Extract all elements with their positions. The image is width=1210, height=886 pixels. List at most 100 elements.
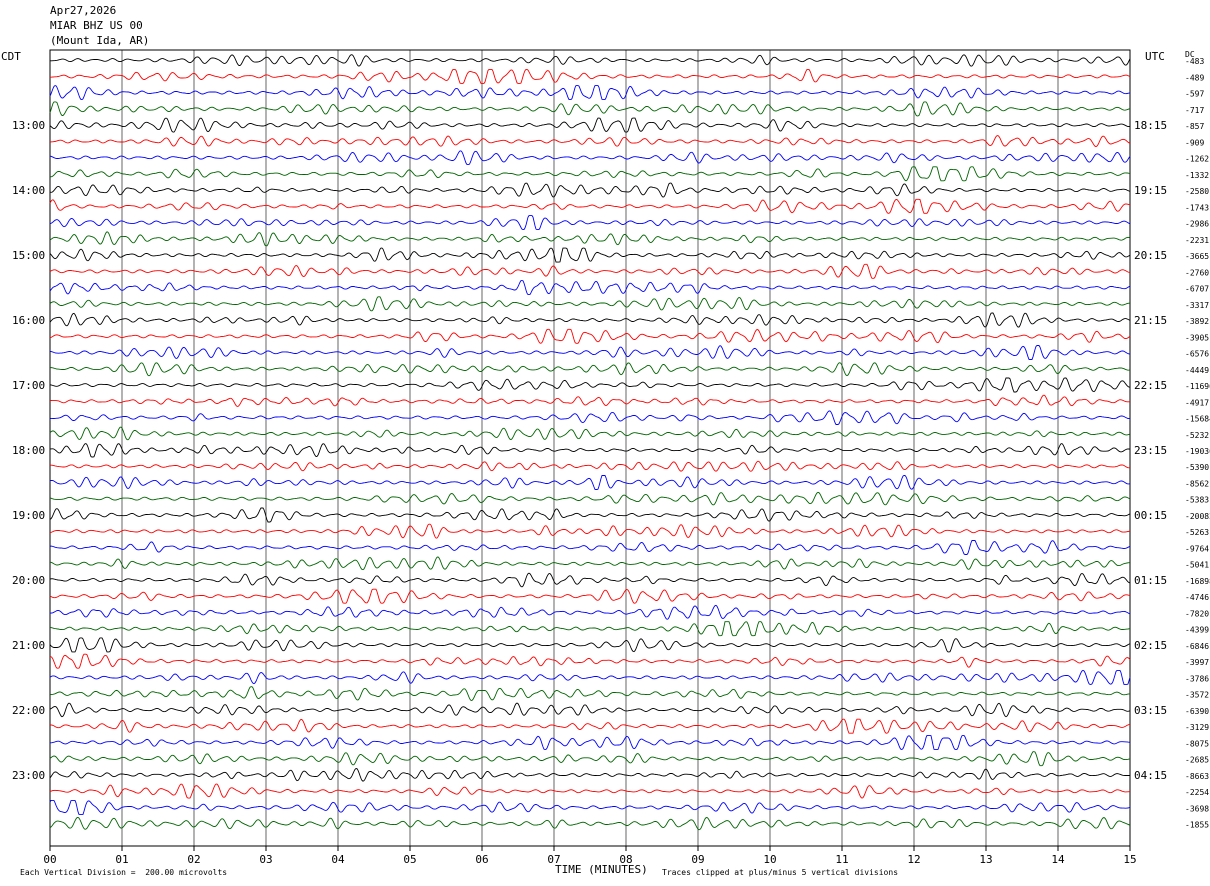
- dc-offset-27: -8562: [1185, 479, 1209, 488]
- dc-offset-39: -3786: [1185, 674, 1209, 683]
- trace-17: [49, 312, 1131, 328]
- dc-offset-32: -5041: [1185, 561, 1209, 570]
- dc-offset-22: -4917: [1185, 398, 1209, 407]
- dc-offset-2: -489: [1185, 73, 1204, 82]
- trace-27: [49, 475, 1131, 490]
- dc-offset-38: -3997: [1185, 658, 1209, 667]
- trace-41: [49, 702, 1131, 718]
- x-tick-label-07: 07: [547, 853, 560, 866]
- trace-4: [49, 101, 1131, 117]
- trace-40: [50, 686, 1131, 701]
- x-tick-label-02: 02: [187, 853, 200, 866]
- dc-offset-12: -2231: [1185, 236, 1209, 245]
- trace-31: [49, 540, 1131, 555]
- trace-39: [49, 669, 1131, 685]
- dc-offset-45: -8663: [1185, 772, 1209, 781]
- dc-offset-41: -6390: [1185, 707, 1209, 716]
- left-timezone-label: CDT: [1, 50, 21, 63]
- dc-offset-26: -5390: [1185, 463, 1209, 472]
- left-hour-label-10: 22:00: [12, 704, 45, 717]
- trace-24: [49, 426, 1131, 441]
- dc-offset-35: -7820: [1185, 609, 1209, 618]
- dc-offset-15: -6707: [1185, 285, 1209, 294]
- trace-35: [50, 604, 1131, 620]
- dc-offset-18: -3905: [1185, 333, 1209, 342]
- x-tick-label-15: 15: [1123, 853, 1136, 866]
- trace-14: [49, 263, 1131, 279]
- dc-offset-43: -8075: [1185, 739, 1209, 748]
- dc-offset-3: -597: [1185, 90, 1204, 99]
- left-hour-label-7: 19:00: [12, 509, 45, 522]
- x-tick-label-01: 01: [115, 853, 128, 866]
- x-tick-label-13: 13: [979, 853, 992, 866]
- right-hour-label-3: 20:15: [1134, 249, 1167, 262]
- trace-34: [49, 588, 1131, 604]
- right-hour-label-5: 22:15: [1134, 379, 1167, 392]
- trace-29: [49, 507, 1131, 523]
- trace-18: [49, 328, 1131, 344]
- trace-46: [49, 783, 1131, 799]
- trace-6: [49, 135, 1131, 148]
- trace-25: [49, 443, 1131, 458]
- dc-offset-5: -857: [1185, 122, 1204, 131]
- left-hour-label-11: 23:00: [12, 769, 45, 782]
- right-hour-label-10: 03:15: [1134, 704, 1167, 717]
- right-timezone-label: UTC: [1145, 50, 1165, 63]
- dc-offset-4: -717: [1185, 106, 1204, 115]
- dc-offset-34: -4746: [1185, 593, 1209, 602]
- x-axis-title: TIME (MINUTES): [555, 863, 648, 876]
- trace-30: [49, 523, 1131, 539]
- dc-offset-17: -3892: [1185, 317, 1209, 326]
- dc-offset-42: -3129: [1185, 723, 1209, 732]
- clip-note: Traces clipped at plus/minus 5 vertical …: [662, 868, 899, 877]
- x-tick-label-12: 12: [907, 853, 920, 866]
- trace-48: [49, 816, 1131, 831]
- trace-47: [49, 799, 1131, 815]
- x-tick-label-10: 10: [763, 853, 776, 866]
- x-tick-label-00: 00: [43, 853, 56, 866]
- header-station: MIAR BHZ US 00: [50, 19, 143, 32]
- trace-43: [49, 734, 1131, 750]
- x-tick-label-06: 06: [475, 853, 488, 866]
- dc-offset-24: -5232: [1185, 431, 1209, 440]
- right-hour-label-8: 01:15: [1134, 574, 1167, 587]
- dc-offset-44: -2685: [1185, 756, 1209, 765]
- dc-offset-33: -16898: [1185, 577, 1210, 586]
- trace-8: [49, 166, 1131, 182]
- dc-offset-1: -483: [1185, 57, 1204, 66]
- dc-offset-46: -2254: [1185, 788, 1209, 797]
- trace-2: [49, 68, 1131, 84]
- left-hour-label-6: 18:00: [12, 444, 45, 457]
- dc-offset-8: -1332: [1185, 171, 1209, 180]
- dc-label: DC: [1185, 50, 1195, 59]
- dc-offset-40: -3572: [1185, 691, 1209, 700]
- right-hour-label-7: 00:15: [1134, 509, 1167, 522]
- right-hour-label-1: 18:15: [1134, 119, 1167, 132]
- trace-19: [49, 345, 1131, 360]
- dc-offset-30: -5263: [1185, 528, 1209, 537]
- dc-offset-16: -3317: [1185, 301, 1209, 310]
- right-hour-label-2: 19:15: [1134, 184, 1167, 197]
- trace-12: [49, 231, 1131, 247]
- right-hour-label-9: 02:15: [1134, 639, 1167, 652]
- x-tick-label-05: 05: [403, 853, 416, 866]
- right-hour-label-4: 21:15: [1134, 314, 1167, 327]
- dc-offset-11: -2986: [1185, 220, 1209, 229]
- trace-28: [49, 491, 1131, 506]
- trace-16: [49, 296, 1131, 312]
- trace-26: [49, 460, 1131, 472]
- x-tick-label-03: 03: [259, 853, 272, 866]
- header-location: (Mount Ida, AR): [50, 34, 150, 47]
- trace-21: [49, 377, 1131, 393]
- dc-offset-48: -1855: [1185, 821, 1209, 830]
- trace-1: [50, 54, 1131, 67]
- x-tick-label-04: 04: [331, 853, 345, 866]
- trace-20: [49, 362, 1131, 377]
- dc-offset-28: -5383: [1185, 496, 1209, 505]
- dc-offset-23: -15684: [1185, 415, 1210, 424]
- left-hour-label-5: 17:00: [12, 379, 45, 392]
- left-hour-label-9: 21:00: [12, 639, 45, 652]
- trace-44: [49, 751, 1131, 767]
- dc-offset-20: -4449: [1185, 366, 1209, 375]
